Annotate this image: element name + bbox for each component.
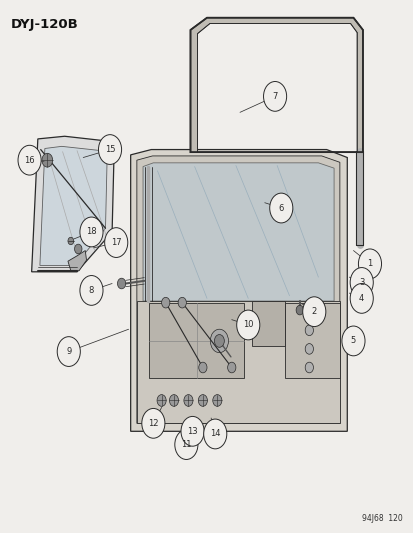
Circle shape xyxy=(269,193,292,223)
Polygon shape xyxy=(31,136,114,272)
Text: 7: 7 xyxy=(272,92,277,101)
Circle shape xyxy=(80,276,103,305)
Text: 15: 15 xyxy=(104,145,115,154)
Circle shape xyxy=(183,394,192,406)
Text: 1: 1 xyxy=(366,260,372,268)
Text: 3: 3 xyxy=(358,278,363,287)
Circle shape xyxy=(302,297,325,327)
Circle shape xyxy=(212,394,221,406)
Circle shape xyxy=(304,306,313,317)
Circle shape xyxy=(157,394,166,406)
Text: 2: 2 xyxy=(311,307,316,316)
Circle shape xyxy=(18,146,41,175)
Polygon shape xyxy=(131,150,347,431)
Text: 14: 14 xyxy=(209,430,220,439)
Text: 13: 13 xyxy=(187,427,197,436)
Polygon shape xyxy=(68,251,86,271)
Circle shape xyxy=(210,329,228,353)
Circle shape xyxy=(57,337,80,367)
Circle shape xyxy=(117,278,126,289)
Text: 12: 12 xyxy=(148,419,158,428)
Circle shape xyxy=(203,419,226,449)
Text: 4: 4 xyxy=(358,294,363,303)
Circle shape xyxy=(358,249,381,279)
Polygon shape xyxy=(252,301,285,346)
Polygon shape xyxy=(40,147,107,265)
Circle shape xyxy=(198,394,207,406)
Text: 94J68  120: 94J68 120 xyxy=(361,514,402,523)
Polygon shape xyxy=(137,301,339,423)
Text: 17: 17 xyxy=(111,238,121,247)
Circle shape xyxy=(68,237,74,245)
Circle shape xyxy=(178,297,186,308)
Circle shape xyxy=(98,135,121,165)
Circle shape xyxy=(169,394,178,406)
Text: 18: 18 xyxy=(86,228,97,237)
Polygon shape xyxy=(149,303,244,378)
Polygon shape xyxy=(143,163,333,301)
Text: DYJ-120B: DYJ-120B xyxy=(11,18,78,31)
Circle shape xyxy=(349,268,373,297)
Circle shape xyxy=(227,362,235,373)
Text: 11: 11 xyxy=(180,440,191,449)
Circle shape xyxy=(161,297,169,308)
Circle shape xyxy=(341,326,364,356)
Circle shape xyxy=(180,416,204,446)
Circle shape xyxy=(304,362,313,373)
Circle shape xyxy=(142,408,164,438)
Text: 8: 8 xyxy=(88,286,94,295)
Circle shape xyxy=(42,154,52,167)
Text: 5: 5 xyxy=(350,336,355,345)
Polygon shape xyxy=(137,156,339,423)
Text: 10: 10 xyxy=(242,320,253,329)
Circle shape xyxy=(198,362,206,373)
Circle shape xyxy=(74,244,82,254)
Polygon shape xyxy=(285,303,339,378)
Circle shape xyxy=(304,344,313,354)
Circle shape xyxy=(349,284,373,313)
Circle shape xyxy=(104,228,128,257)
Circle shape xyxy=(214,335,224,348)
Circle shape xyxy=(236,310,259,340)
Circle shape xyxy=(263,82,286,111)
Circle shape xyxy=(80,217,103,247)
Circle shape xyxy=(174,430,197,459)
Text: 6: 6 xyxy=(278,204,283,213)
Polygon shape xyxy=(190,18,362,152)
Circle shape xyxy=(304,325,313,336)
Circle shape xyxy=(295,305,303,315)
Text: 9: 9 xyxy=(66,347,71,356)
Text: 16: 16 xyxy=(24,156,35,165)
